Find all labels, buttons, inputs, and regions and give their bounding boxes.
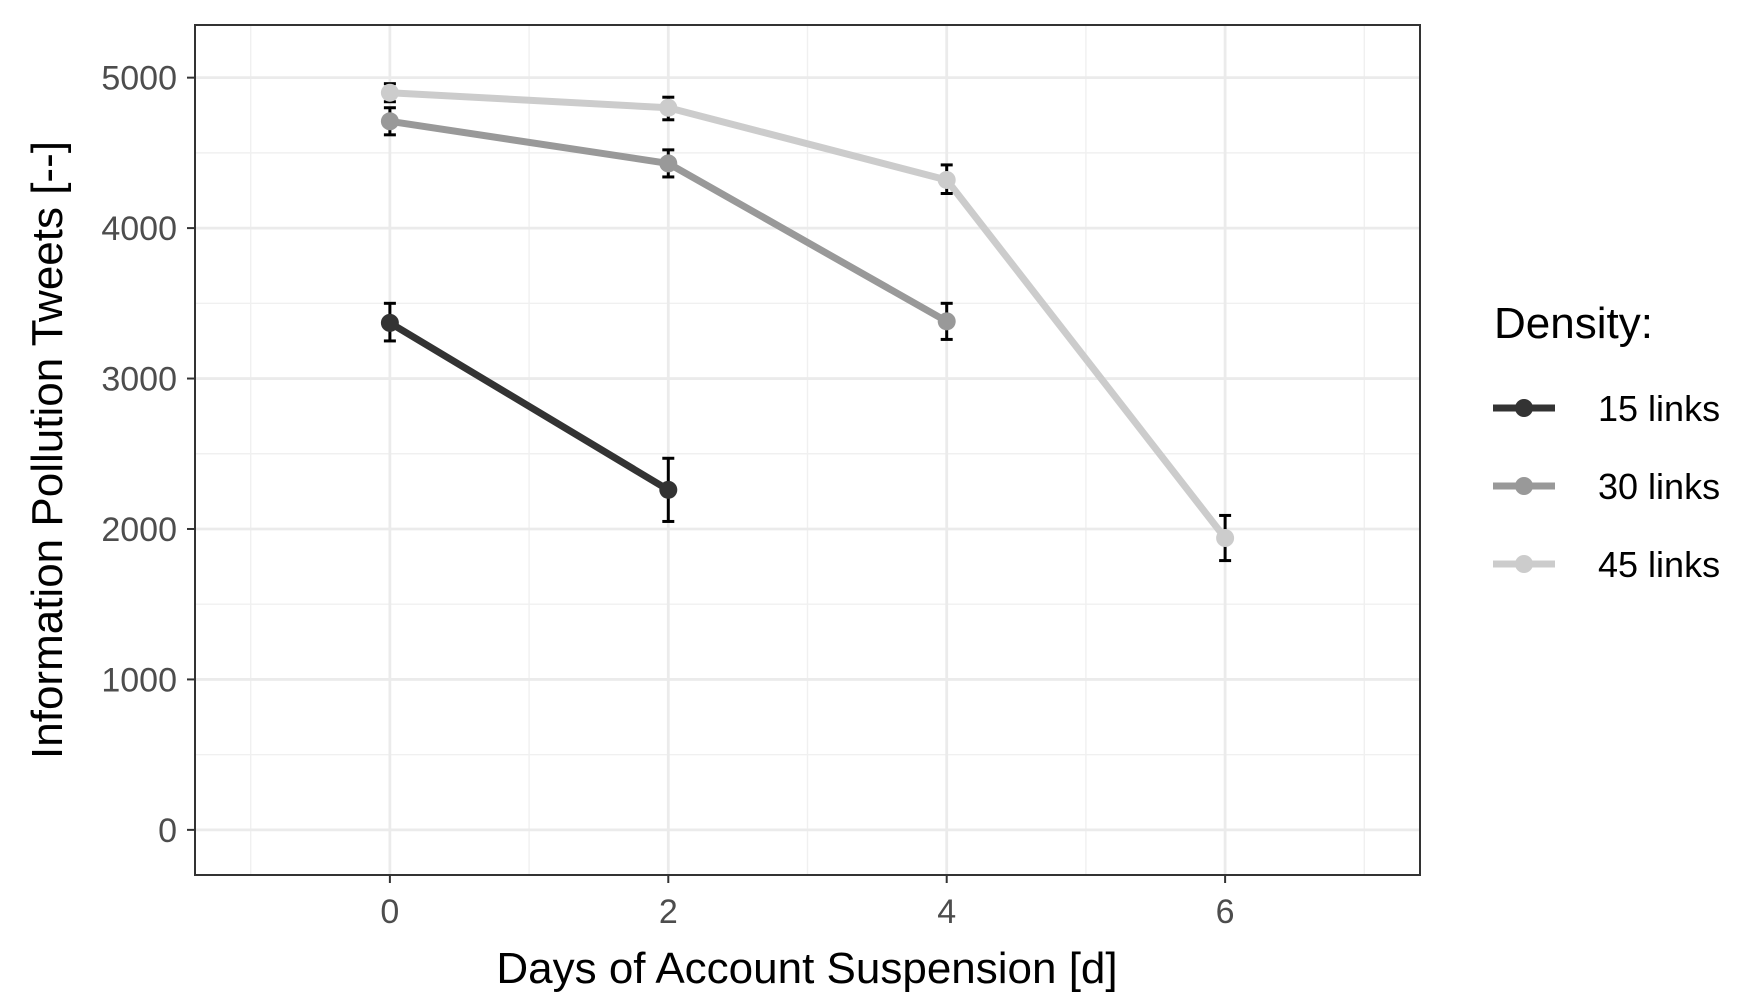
legend-label: 15 links	[1598, 388, 1720, 429]
data-point	[380, 83, 399, 102]
y-tick-label: 4000	[101, 210, 177, 248]
series-2	[380, 82, 1235, 563]
x-tick-label: 2	[659, 893, 678, 931]
legend-swatch-point	[1515, 399, 1533, 417]
series-line	[386, 319, 672, 494]
x-axis-title: Days of Account Suspension [d]	[496, 944, 1117, 993]
legend-label: 45 links	[1598, 544, 1720, 585]
y-tick-label: 5000	[101, 60, 177, 98]
x-tick-label: 4	[937, 893, 956, 931]
data-point	[380, 313, 399, 332]
series-layer	[380, 82, 1235, 563]
data-point	[659, 480, 678, 499]
x-tick-label: 0	[380, 893, 399, 931]
legend-label: 30 links	[1598, 466, 1720, 507]
legend: Density: 15 links 30 links 45 links	[1493, 299, 1720, 585]
data-point	[1216, 529, 1235, 548]
y-tick-label: 0	[158, 812, 177, 850]
legend-swatch-point	[1515, 477, 1533, 495]
legend-entry-0: 15 links	[1493, 388, 1720, 429]
legend-swatch-point	[1515, 555, 1533, 573]
axis-ticks: 0 2 4 6 0 1000 2000 3000 4000 5000	[101, 60, 1234, 931]
x-tick-label: 6	[1216, 893, 1235, 931]
data-point	[659, 98, 678, 117]
legend-entry-1: 30 links	[1493, 466, 1720, 507]
data-point	[937, 312, 956, 331]
series-1	[380, 106, 956, 341]
data-point	[937, 170, 956, 189]
series-line	[386, 89, 1229, 542]
data-point	[659, 154, 678, 173]
legend-entry-2: 45 links	[1493, 544, 1720, 585]
legend-title: Density:	[1494, 299, 1653, 348]
data-point	[380, 112, 399, 131]
y-tick-label: 3000	[101, 361, 177, 399]
y-axis-title: Information Pollution Tweets [--]	[23, 141, 72, 759]
series-0	[380, 301, 678, 523]
grid-lines	[195, 25, 1420, 875]
y-tick-label: 1000	[101, 661, 177, 699]
plot-border	[194, 24, 1421, 876]
y-tick-label: 2000	[101, 511, 177, 549]
